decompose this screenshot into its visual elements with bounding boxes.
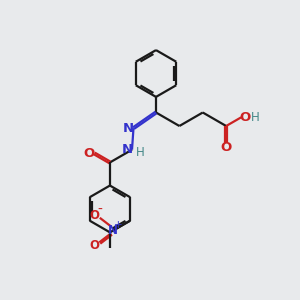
Text: N: N (108, 224, 118, 237)
Text: N: N (123, 122, 134, 135)
Text: O: O (90, 239, 100, 252)
Text: H: H (135, 146, 144, 159)
Text: +: + (114, 220, 122, 230)
Text: -: - (98, 203, 102, 217)
Text: O: O (220, 141, 232, 154)
Text: O: O (240, 111, 251, 124)
Text: O: O (90, 209, 100, 222)
Text: N: N (122, 142, 133, 156)
Text: O: O (84, 147, 95, 160)
Text: H: H (251, 111, 260, 124)
